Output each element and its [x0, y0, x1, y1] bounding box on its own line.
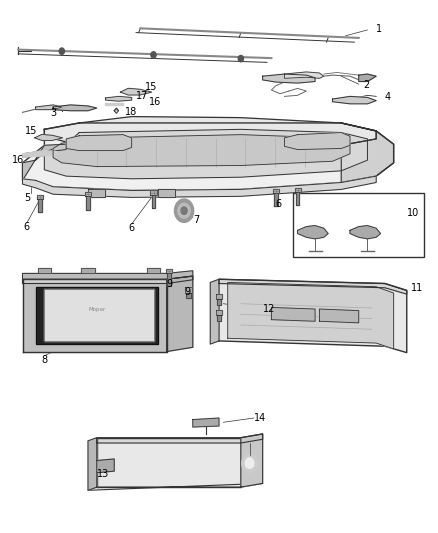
- Polygon shape: [341, 123, 394, 182]
- Polygon shape: [22, 276, 193, 284]
- Polygon shape: [150, 190, 156, 195]
- Text: 13: 13: [97, 469, 109, 479]
- Polygon shape: [97, 434, 263, 443]
- Text: 6: 6: [129, 223, 135, 233]
- Text: Mopar: Mopar: [88, 306, 106, 311]
- Polygon shape: [294, 188, 300, 192]
- Polygon shape: [297, 225, 328, 239]
- Polygon shape: [44, 289, 153, 341]
- Polygon shape: [86, 196, 90, 209]
- Text: 1: 1: [376, 25, 382, 35]
- Polygon shape: [97, 459, 114, 473]
- Polygon shape: [272, 308, 315, 321]
- Text: 2: 2: [363, 80, 369, 90]
- Polygon shape: [114, 108, 119, 111]
- Polygon shape: [38, 199, 42, 212]
- Polygon shape: [166, 276, 193, 352]
- Polygon shape: [97, 438, 241, 487]
- Circle shape: [245, 458, 254, 469]
- Polygon shape: [319, 309, 359, 323]
- Polygon shape: [35, 105, 62, 110]
- Polygon shape: [158, 189, 175, 197]
- Polygon shape: [228, 282, 394, 349]
- Polygon shape: [219, 279, 407, 294]
- Polygon shape: [193, 418, 219, 427]
- Text: 14: 14: [254, 413, 266, 423]
- Text: 11: 11: [411, 283, 424, 293]
- Polygon shape: [219, 279, 407, 353]
- Polygon shape: [350, 225, 381, 239]
- Text: 10: 10: [407, 208, 419, 219]
- Circle shape: [151, 52, 156, 58]
- Text: 7: 7: [193, 215, 199, 225]
- Text: 9: 9: [184, 287, 190, 297]
- Text: 3: 3: [50, 108, 56, 118]
- Polygon shape: [66, 135, 132, 151]
- Text: 15: 15: [25, 126, 37, 136]
- Polygon shape: [120, 88, 152, 95]
- Polygon shape: [106, 96, 132, 101]
- Text: 5: 5: [24, 193, 30, 204]
- Text: 6: 6: [24, 222, 30, 232]
- Polygon shape: [285, 133, 350, 150]
- Polygon shape: [106, 103, 123, 106]
- Polygon shape: [22, 144, 66, 180]
- Polygon shape: [215, 294, 223, 300]
- Polygon shape: [166, 269, 172, 273]
- Polygon shape: [35, 134, 63, 140]
- Polygon shape: [167, 273, 170, 286]
- Polygon shape: [210, 279, 219, 344]
- Text: 8: 8: [41, 354, 47, 365]
- Polygon shape: [332, 96, 376, 104]
- Polygon shape: [22, 279, 166, 352]
- Polygon shape: [53, 105, 97, 111]
- Polygon shape: [53, 135, 350, 166]
- Polygon shape: [263, 74, 315, 83]
- Circle shape: [181, 207, 187, 214]
- Polygon shape: [88, 189, 106, 197]
- Polygon shape: [186, 293, 191, 298]
- Polygon shape: [215, 310, 223, 316]
- Circle shape: [178, 203, 190, 218]
- Polygon shape: [81, 268, 95, 273]
- Polygon shape: [35, 287, 158, 344]
- Bar: [293, 193, 424, 257]
- Text: 12: 12: [263, 304, 275, 314]
- Text: 16: 16: [12, 155, 24, 165]
- Polygon shape: [274, 193, 278, 206]
- Circle shape: [238, 55, 244, 62]
- Circle shape: [59, 48, 64, 54]
- Polygon shape: [85, 192, 91, 196]
- Polygon shape: [44, 130, 367, 179]
- Polygon shape: [217, 300, 221, 305]
- Polygon shape: [22, 151, 57, 157]
- Polygon shape: [44, 117, 376, 151]
- Text: 4: 4: [385, 92, 391, 102]
- Circle shape: [242, 454, 258, 473]
- Polygon shape: [22, 123, 394, 190]
- Polygon shape: [296, 192, 299, 205]
- Polygon shape: [22, 176, 376, 197]
- Polygon shape: [152, 195, 155, 208]
- Text: 18: 18: [125, 107, 138, 117]
- Polygon shape: [273, 189, 279, 193]
- Circle shape: [174, 199, 194, 222]
- Polygon shape: [147, 268, 160, 273]
- Polygon shape: [38, 268, 51, 273]
- Polygon shape: [37, 195, 43, 199]
- Text: 9: 9: [166, 279, 173, 288]
- Polygon shape: [88, 438, 97, 490]
- Polygon shape: [185, 287, 192, 293]
- Text: 17: 17: [136, 91, 148, 101]
- Polygon shape: [217, 316, 221, 321]
- Text: 16: 16: [149, 96, 161, 107]
- Polygon shape: [359, 74, 376, 82]
- Text: 6: 6: [276, 199, 282, 209]
- Polygon shape: [285, 72, 324, 78]
- Text: 15: 15: [145, 82, 157, 92]
- Polygon shape: [22, 271, 193, 279]
- Polygon shape: [241, 434, 263, 487]
